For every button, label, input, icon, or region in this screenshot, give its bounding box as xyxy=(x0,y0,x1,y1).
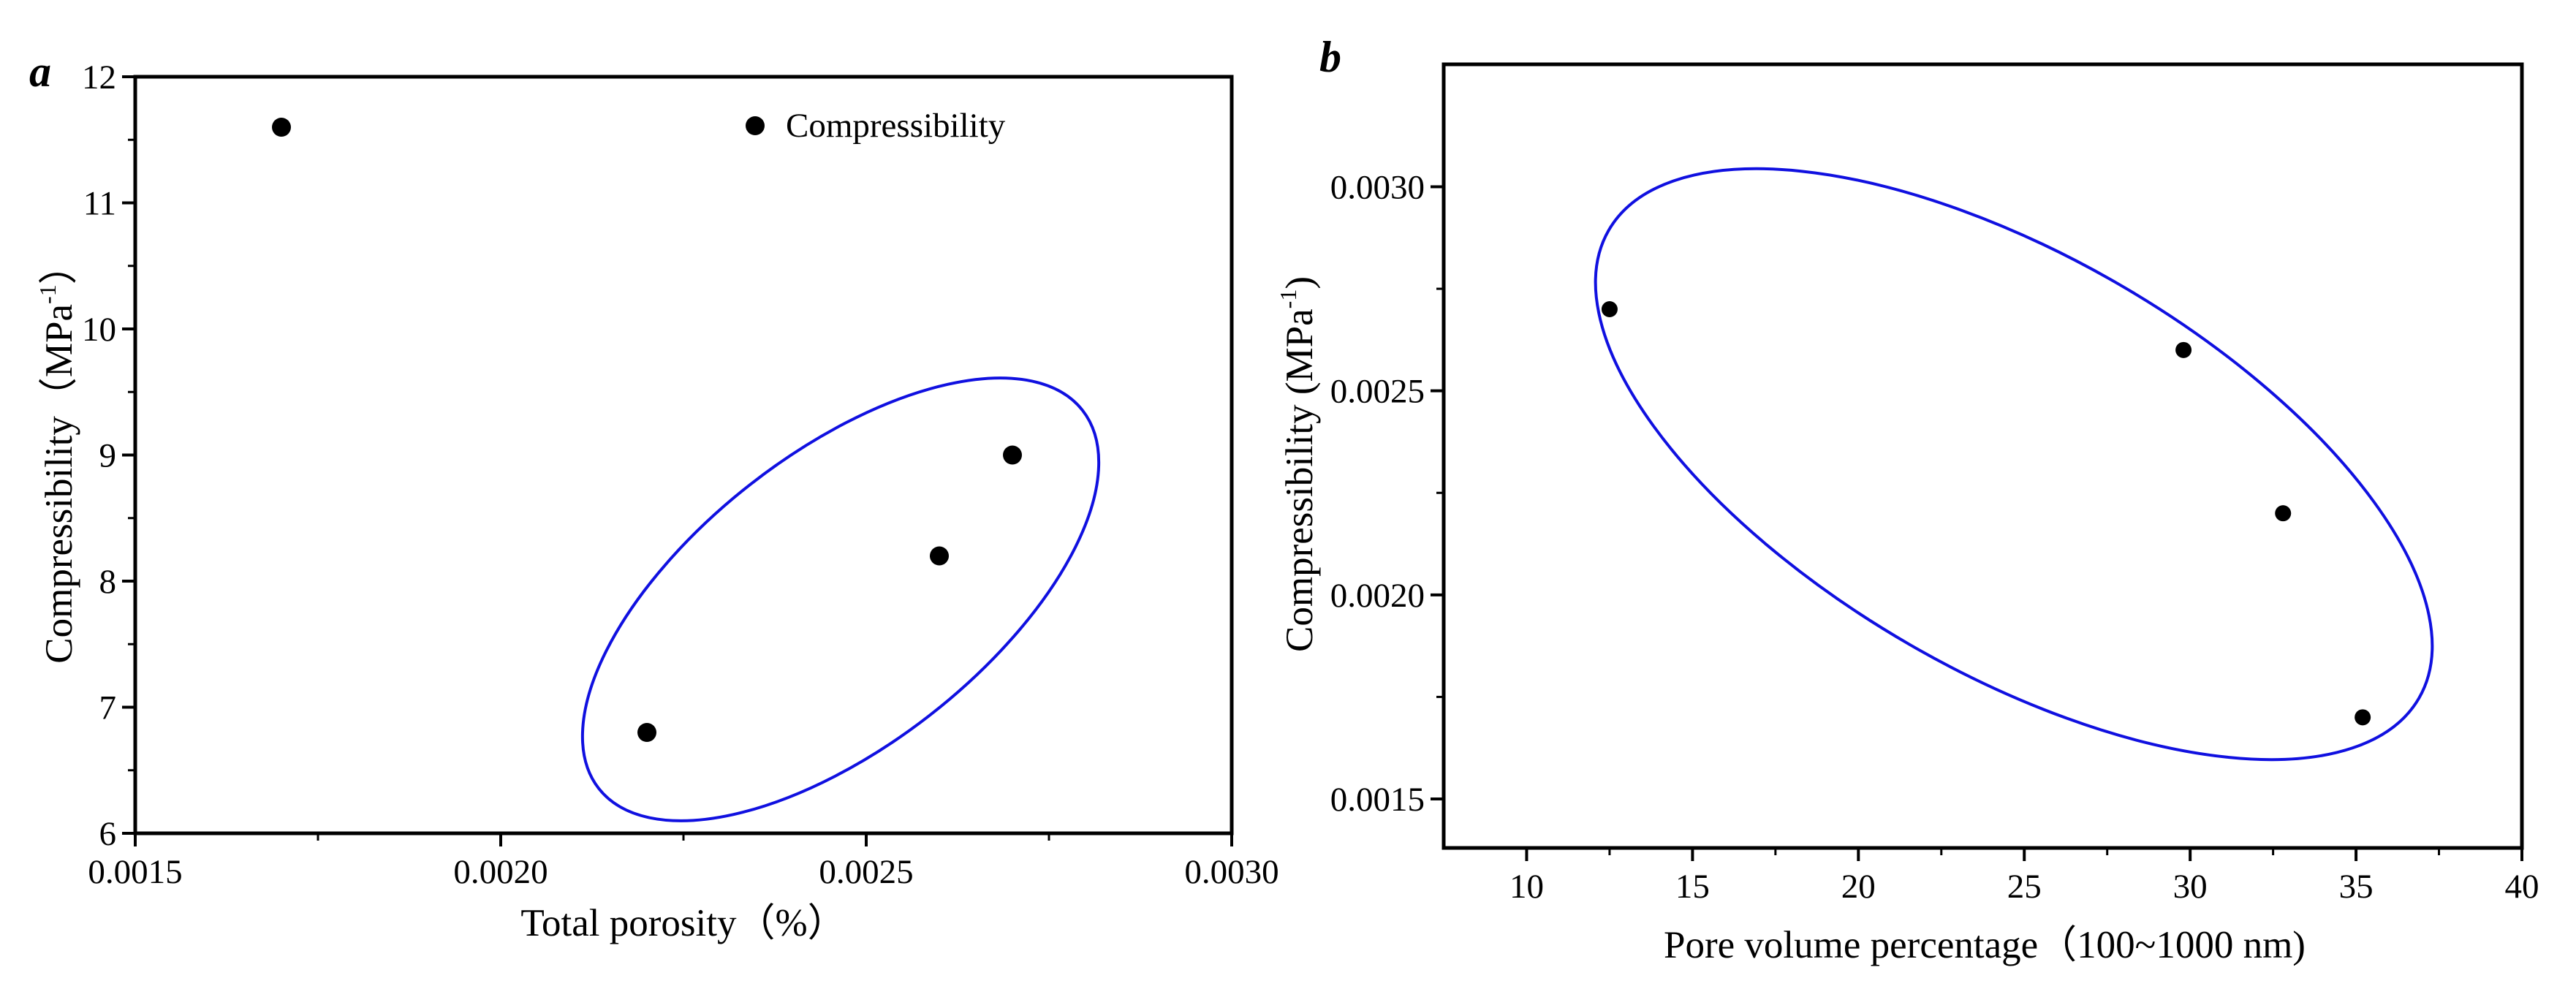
data-point xyxy=(2175,341,2192,358)
panel-b-ellipse-annotation xyxy=(1594,167,2434,762)
x-tick-label: 0.0020 xyxy=(453,853,548,891)
y-tick-label: 9 xyxy=(99,437,117,475)
x-tick-label: 0.0030 xyxy=(1184,853,1278,891)
legend-label: Compressibility xyxy=(786,107,1006,145)
data-point xyxy=(1601,301,1618,317)
panel-b-x-axis-title: Pore volume percentage（100~1000 nm) xyxy=(1664,924,2306,966)
legend-marker xyxy=(746,116,765,135)
panel-a-legend: Compressibility xyxy=(746,107,1006,145)
x-tick-label: 35 xyxy=(2339,868,2374,906)
x-tick-label: 0.0025 xyxy=(819,853,913,891)
panel-b-y-axis: 0.0015 0.0020 0.0025 0.0030 xyxy=(1330,169,1444,819)
panel-a-y-title-main: Compressibility（MPa xyxy=(38,304,80,664)
data-point xyxy=(272,118,291,137)
data-point xyxy=(1003,445,1022,465)
y-tick-label: 10 xyxy=(82,311,116,349)
panel-a-y-axis-title: Compressibility（MPa-1） xyxy=(34,246,80,663)
panel-a-ellipse-annotation xyxy=(580,376,1101,822)
y-tick-label: 11 xyxy=(83,185,116,223)
panel-b-points xyxy=(1601,301,2371,726)
panel-b-y-title-main: Compressibility (MPa xyxy=(1278,308,1321,652)
y-tick-label: 0.0030 xyxy=(1330,169,1425,207)
data-point xyxy=(2275,505,2292,522)
panel-a-letter: a xyxy=(29,48,51,96)
y-tick-label: 6 xyxy=(99,815,117,853)
panel-a-x-axis-title: Total porosity（%） xyxy=(520,902,846,944)
panel-a-x-axis: 0.0015 0.0020 0.0025 0.0030 xyxy=(88,833,1279,891)
x-tick-label: 30 xyxy=(2173,868,2208,906)
data-point xyxy=(637,723,656,742)
panel-a-y-title-sup: -1 xyxy=(34,284,61,304)
y-tick-label: 7 xyxy=(99,689,117,727)
panel-b-y-title-sup: -1 xyxy=(1275,289,1301,309)
panel-b-y-axis-title: Compressibility (MPa-1) xyxy=(1275,276,1321,652)
x-tick-label: 40 xyxy=(2505,868,2539,906)
y-tick-label: 0.0025 xyxy=(1330,373,1425,411)
chart-panel-a: a 0.0015 0.0020 0.0025 0.0030 6 7 8 9 10 11 12 Co… xyxy=(29,48,1279,944)
panel-b-letter: b xyxy=(1319,33,1341,81)
panel-b-x-axis: 10 15 20 25 30 35 40 xyxy=(1509,848,2539,906)
x-tick-label: 15 xyxy=(1675,868,1710,906)
x-tick-label: 25 xyxy=(2007,868,2042,906)
x-tick-label: 10 xyxy=(1509,868,1544,906)
panel-a-points xyxy=(272,118,1022,742)
panel-a-plot-frame xyxy=(133,75,1234,835)
panel-a-y-title-end: ） xyxy=(38,246,80,284)
data-point xyxy=(930,546,949,566)
chart-panel-b: b 10 15 20 25 30 35 40 0.0015 0.0020 0.0025 0.003… xyxy=(1275,33,2539,966)
panel-b-plot-frame xyxy=(1442,62,2524,850)
y-tick-label: 0.0020 xyxy=(1330,577,1425,615)
y-tick-label: 12 xyxy=(82,58,116,96)
panel-b-y-title-end: ) xyxy=(1278,276,1321,289)
y-tick-label: 8 xyxy=(99,563,117,601)
panel-a-y-axis: 6 7 8 9 10 11 12 xyxy=(82,58,135,853)
y-tick-label: 0.0015 xyxy=(1330,781,1425,819)
x-tick-label: 20 xyxy=(1841,868,1876,906)
x-tick-label: 0.0015 xyxy=(88,853,182,891)
data-point xyxy=(2355,709,2371,726)
